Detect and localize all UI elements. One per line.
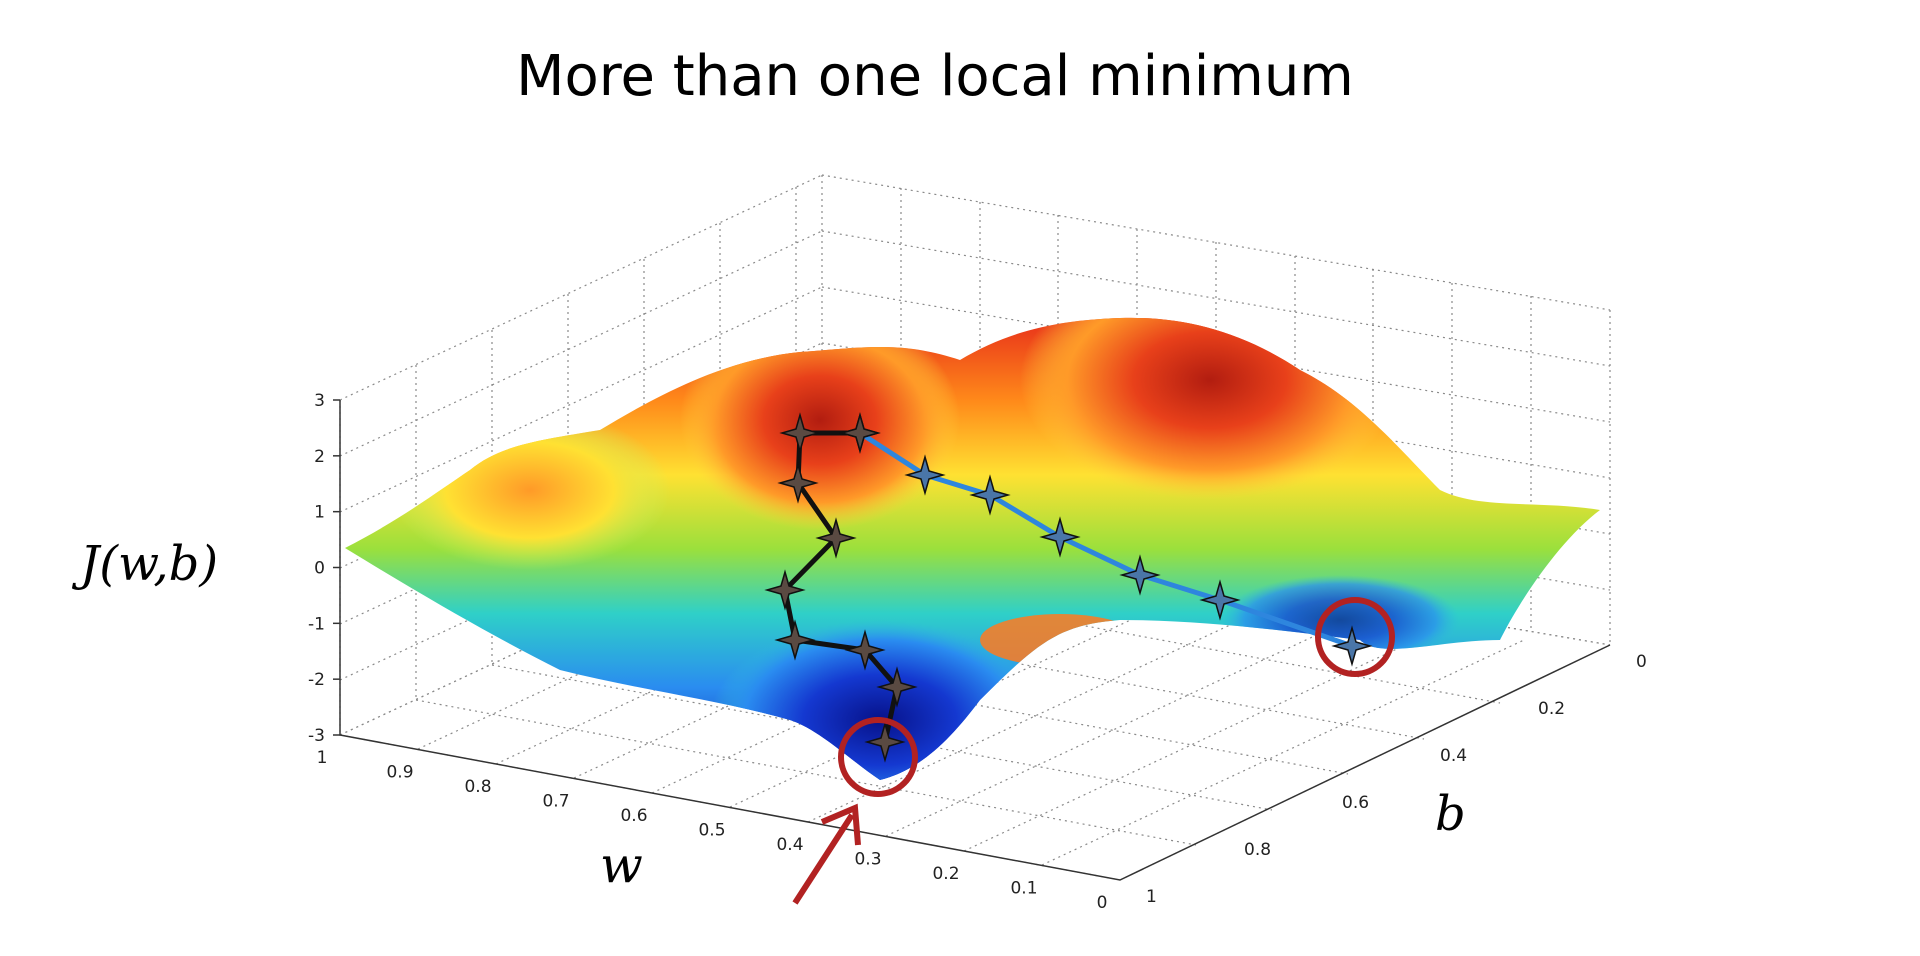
- step-marker-blue: [1331, 625, 1373, 667]
- step-marker-blue: [969, 474, 1011, 516]
- step-marker-black: [876, 666, 918, 708]
- step-marker-black: [777, 462, 819, 504]
- w-tick-label: 0.9: [386, 763, 413, 783]
- local-minimum-circle-right: [1315, 597, 1395, 677]
- b-tick-label: 0.6: [1342, 793, 1369, 813]
- z-tick-label: 2: [314, 447, 325, 467]
- z-tick-label: 1: [314, 503, 325, 523]
- z-axis-ticks: -3 -2 -1 0 1 2 3: [308, 391, 340, 746]
- z-axis-label: J(w,b): [71, 536, 218, 592]
- w-axis-ticks: 1 0.9 0.8 0.7 0.6 0.5 0.4 0.3 0.2 0.1 0: [317, 748, 1108, 913]
- b-tick-label: 0: [1636, 652, 1647, 672]
- step-marker-black: [779, 412, 821, 454]
- step-marker-black: [839, 412, 881, 454]
- step-marker-black: [774, 619, 816, 661]
- z-tick-label: -3: [308, 726, 325, 746]
- step-marker-black: [864, 721, 906, 763]
- w-tick-label: 0: [1097, 893, 1108, 913]
- z-tick-label: 3: [314, 391, 325, 411]
- w-tick-label: 0.1: [1010, 879, 1037, 899]
- step-marker-black: [815, 517, 857, 559]
- w-tick-label: 0.2: [932, 864, 959, 884]
- step-markers: [764, 412, 1373, 763]
- b-tick-label: 1: [1146, 887, 1157, 907]
- arrow-annotation: [792, 803, 861, 905]
- step-marker-black: [844, 629, 886, 671]
- b-tick-label: 0.8: [1244, 840, 1271, 860]
- w-tick-label: 0.5: [698, 821, 725, 841]
- cost-surface: [345, 317, 1600, 780]
- step-marker-black: [764, 569, 806, 611]
- z-tick-label: -1: [308, 614, 325, 634]
- w-tick-label: 0.3: [854, 850, 881, 870]
- step-marker-blue: [904, 454, 946, 496]
- b-axis-label: b: [1435, 786, 1466, 842]
- w-tick-label: 0.7: [542, 792, 569, 812]
- w-axis-label: w: [600, 836, 643, 894]
- w-tick-label: 0.4: [776, 835, 803, 855]
- w-tick-label: 1: [317, 748, 328, 768]
- w-tick-label: 0.6: [620, 806, 647, 826]
- b-axis-ticks: 0 0.2 0.4 0.6 0.8 1: [1146, 652, 1647, 907]
- chart-title: More than one local minimum: [516, 44, 1354, 109]
- z-tick-label: -2: [308, 670, 325, 690]
- local-minimum-circle-left: [838, 717, 918, 797]
- b-tick-label: 0.4: [1440, 746, 1467, 766]
- step-marker-blue: [1039, 516, 1081, 558]
- w-tick-label: 0.8: [464, 777, 491, 797]
- z-tick-label: 0: [314, 559, 325, 579]
- b-tick-label: 0.2: [1538, 699, 1565, 719]
- step-marker-blue: [1119, 554, 1161, 596]
- step-marker-blue: [1199, 579, 1241, 621]
